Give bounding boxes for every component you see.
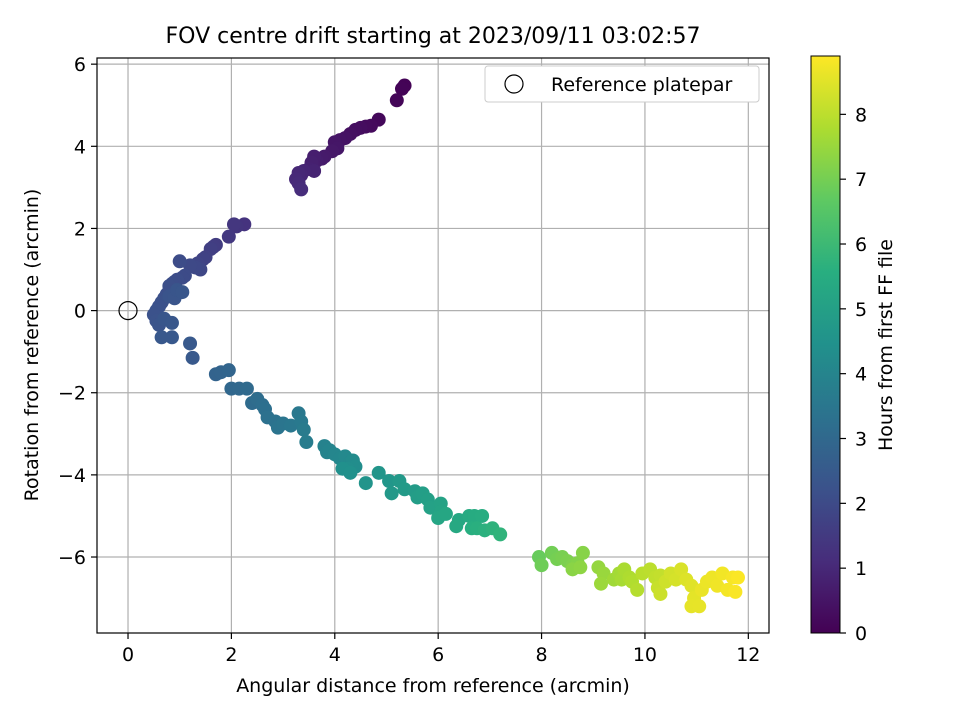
y-tick-label: −4: [58, 465, 86, 487]
colorbar-tick-label: 8: [855, 104, 867, 126]
colorbar-tick-label: 7: [855, 169, 867, 191]
data-point: [449, 519, 464, 534]
data-point: [358, 476, 373, 491]
data-point: [172, 254, 187, 269]
legend-marker-icon: [504, 74, 524, 94]
axis-ticks: 0 2 4 6 8 10 12 −6 −4 −2 0 2 4 6: [58, 54, 760, 666]
y-tick-label: −6: [58, 547, 86, 569]
data-point: [371, 465, 386, 480]
data-point: [307, 163, 322, 178]
gridlines: [97, 58, 769, 633]
colorbar-label: Hours from first FF file: [875, 239, 897, 451]
x-tick-label: 6: [432, 644, 444, 666]
data-point: [226, 217, 241, 232]
colorbar-tick-label: 5: [855, 299, 867, 321]
data-point: [221, 363, 236, 378]
x-tick-label: 0: [122, 644, 134, 666]
y-tick-label: −2: [58, 383, 86, 405]
data-point: [221, 229, 236, 244]
data-point: [394, 81, 409, 96]
data-point: [164, 315, 179, 330]
colorbar-ticks: 0 1 2 3 4 5 6 7 8: [840, 104, 867, 645]
data-point: [653, 586, 668, 601]
data-point: [692, 599, 707, 614]
data-point: [164, 330, 179, 345]
data-point: [154, 330, 169, 345]
x-axis-label: Angular distance from reference (arcmin): [236, 675, 630, 697]
data-point: [382, 474, 397, 489]
chart-title: FOV centre drift starting at 2023/09/11 …: [166, 24, 701, 49]
data-point: [294, 182, 309, 197]
data-point: [534, 558, 549, 573]
data-point: [575, 545, 590, 560]
legend: Reference platepar: [484, 65, 760, 103]
data-point: [389, 93, 404, 108]
y-tick-label: 4: [74, 136, 86, 158]
data-point: [573, 560, 588, 575]
data-point: [239, 381, 254, 396]
x-tick-label: 12: [736, 644, 760, 666]
y-axis-label: Rotation from reference (arcmin): [21, 189, 43, 502]
colorbar: [810, 55, 841, 634]
data-point: [728, 584, 743, 599]
data-point: [384, 486, 399, 501]
colorbar-tick-label: 1: [855, 558, 867, 580]
y-tick-label: 0: [74, 301, 86, 323]
colorbar-tick-label: 6: [855, 234, 867, 256]
y-tick-label: 6: [74, 54, 86, 76]
data-point: [475, 508, 490, 523]
legend-box: [484, 65, 760, 103]
data-point: [493, 527, 508, 542]
y-tick-label: 2: [74, 218, 86, 240]
data-point: [299, 435, 314, 450]
colorbar-tick-label: 2: [855, 493, 867, 515]
data-point: [185, 350, 200, 365]
x-tick-label: 4: [329, 644, 341, 666]
data-point: [594, 576, 608, 591]
data-point: [343, 465, 358, 480]
x-tick-label: 2: [225, 644, 237, 666]
data-points: [118, 78, 745, 614]
data-point: [630, 582, 645, 597]
reference-point: [118, 300, 138, 321]
data-point: [175, 285, 190, 300]
data-point: [438, 506, 453, 521]
colorbar-tick-label: 4: [855, 364, 867, 386]
colorbar-tick-label: 0: [855, 623, 867, 645]
data-point: [730, 570, 745, 585]
data-point: [183, 336, 198, 351]
legend-label: Reference platepar: [551, 74, 733, 96]
x-tick-label: 8: [536, 644, 548, 666]
plot-frame: [96, 57, 770, 634]
x-tick-label: 10: [633, 644, 657, 666]
data-point: [296, 422, 311, 437]
colorbar-tick-label: 3: [855, 429, 867, 451]
